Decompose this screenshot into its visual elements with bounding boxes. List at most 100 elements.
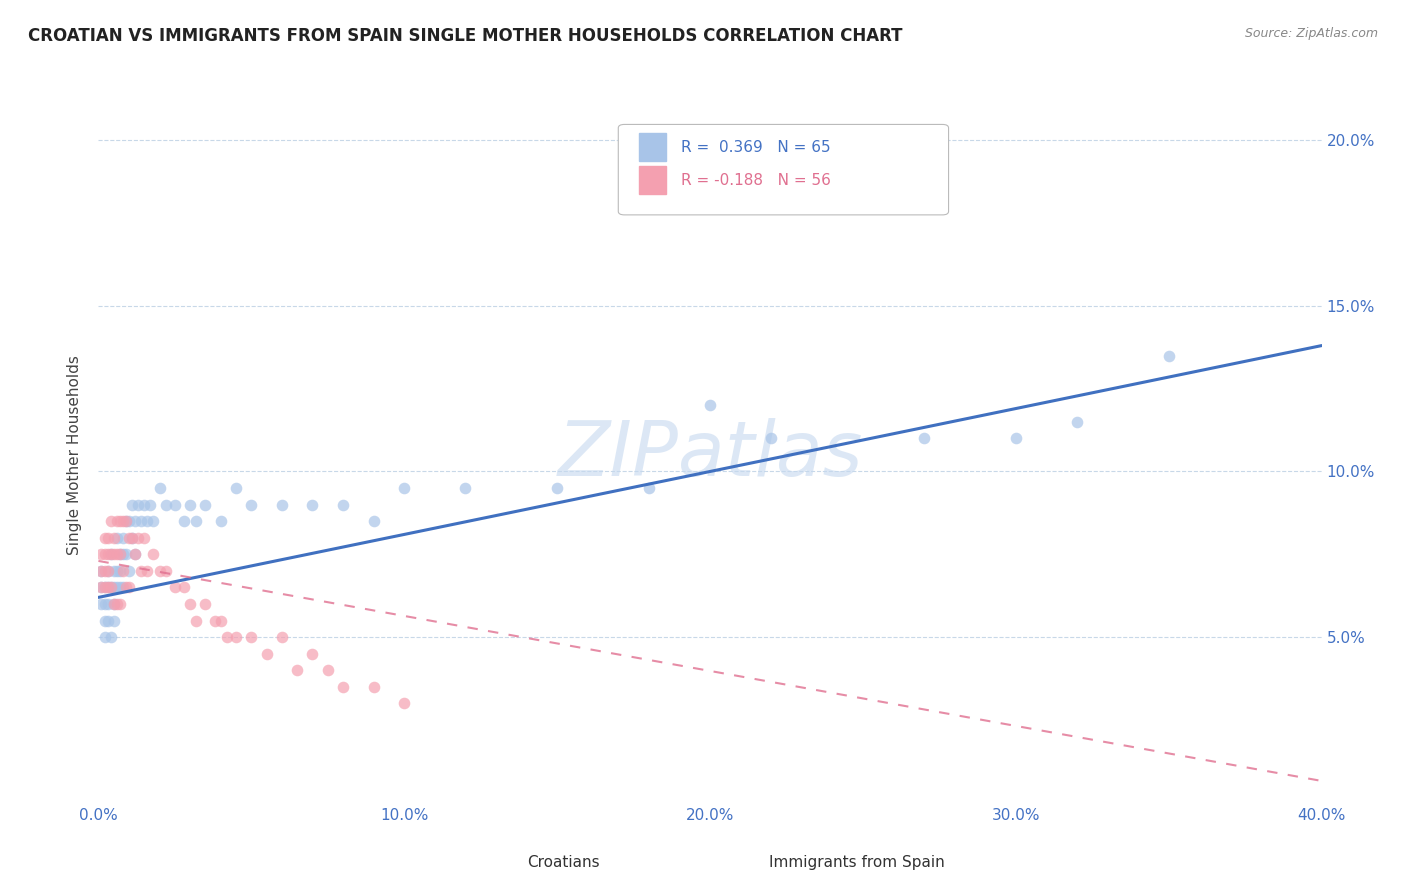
Point	[215, 630, 238, 644]
Point	[111, 514, 134, 528]
Point	[100, 547, 122, 561]
Point	[93, 547, 115, 561]
Point	[97, 547, 120, 561]
Text: ZIPatlas: ZIPatlas	[557, 418, 863, 491]
Point	[93, 630, 115, 644]
Point	[105, 547, 128, 561]
Point	[363, 514, 385, 528]
Point	[103, 597, 125, 611]
Point	[179, 597, 201, 611]
Point	[316, 663, 339, 677]
Point	[270, 630, 292, 644]
Point	[121, 531, 143, 545]
Point	[103, 531, 125, 545]
Point	[97, 581, 120, 595]
Point	[90, 597, 112, 611]
Point	[108, 597, 131, 611]
Point	[103, 581, 125, 595]
Point	[93, 581, 115, 595]
Text: Source: ZipAtlas.com: Source: ZipAtlas.com	[1244, 27, 1378, 40]
Point	[111, 581, 134, 595]
Point	[115, 514, 138, 528]
Point	[270, 498, 292, 512]
Point	[142, 514, 165, 528]
Point	[100, 630, 122, 644]
Point	[93, 581, 115, 595]
Point	[93, 614, 115, 628]
Point	[121, 498, 143, 512]
Point	[155, 564, 177, 578]
Point	[90, 547, 112, 561]
Point	[127, 531, 149, 545]
Point	[97, 531, 120, 545]
Text: CROATIAN VS IMMIGRANTS FROM SPAIN SINGLE MOTHER HOUSEHOLDS CORRELATION CHART: CROATIAN VS IMMIGRANTS FROM SPAIN SINGLE…	[28, 27, 903, 45]
Point	[118, 581, 141, 595]
Bar	[765, 827, 790, 852]
Point	[108, 514, 131, 528]
Point	[256, 647, 278, 661]
Point	[136, 564, 159, 578]
Point	[124, 514, 146, 528]
Point	[111, 531, 134, 545]
Point	[136, 514, 159, 528]
Point	[173, 514, 195, 528]
Point	[118, 514, 141, 528]
Point	[105, 581, 128, 595]
Text: Immigrants from Spain: Immigrants from Spain	[769, 855, 945, 870]
Point	[134, 498, 156, 512]
Point	[111, 564, 134, 578]
Point	[97, 614, 120, 628]
Point	[93, 564, 115, 578]
Point	[100, 547, 122, 561]
Point	[105, 564, 128, 578]
Point	[759, 431, 782, 445]
Point	[392, 481, 416, 495]
Point	[209, 514, 232, 528]
Point	[454, 481, 477, 495]
Point	[105, 597, 128, 611]
Point	[204, 614, 226, 628]
Point	[100, 581, 122, 595]
Point	[93, 597, 115, 611]
Point	[127, 498, 149, 512]
Point	[240, 498, 263, 512]
Point	[163, 498, 186, 512]
Text: Croatians: Croatians	[527, 855, 599, 870]
Point	[912, 431, 935, 445]
Point	[129, 514, 152, 528]
Bar	[640, 166, 666, 194]
Point	[149, 564, 172, 578]
Point	[108, 581, 131, 595]
Point	[1004, 431, 1026, 445]
Point	[90, 564, 112, 578]
Point	[209, 614, 232, 628]
Point	[194, 597, 217, 611]
Point	[124, 547, 146, 561]
Point	[115, 547, 138, 561]
Point	[115, 514, 138, 528]
Point	[97, 597, 120, 611]
Point	[301, 647, 323, 661]
Point	[301, 498, 323, 512]
Bar	[640, 133, 666, 161]
Point	[90, 564, 112, 578]
Point	[332, 498, 354, 512]
Point	[163, 581, 186, 595]
Point	[97, 564, 120, 578]
Point	[90, 581, 112, 595]
Point	[546, 481, 568, 495]
Point	[105, 514, 128, 528]
Point	[90, 581, 112, 595]
Point	[97, 581, 120, 595]
Point	[121, 531, 143, 545]
Point	[105, 531, 128, 545]
Point	[118, 564, 141, 578]
Point	[139, 498, 162, 512]
Point	[134, 531, 156, 545]
Point	[129, 564, 152, 578]
Point	[103, 597, 125, 611]
Point	[1066, 415, 1088, 429]
Point	[103, 564, 125, 578]
Point	[100, 514, 122, 528]
Point	[225, 481, 247, 495]
